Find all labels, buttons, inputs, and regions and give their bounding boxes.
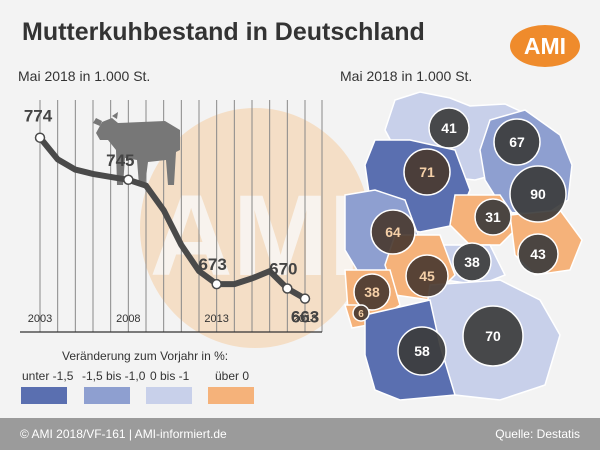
data-point-2003 [34, 132, 46, 143]
map-subtitle: Mai 2018 in 1.000 St. [340, 68, 473, 84]
map-bubble-label: 38 [364, 284, 380, 300]
legend-label-3: 0 bis -1 [150, 369, 190, 383]
map-bubble-67 [493, 118, 541, 166]
map-bubble-label: 45 [419, 268, 435, 284]
map-bubble-71 [403, 148, 451, 196]
ami-watermark: AMI [140, 108, 370, 348]
map-bubble-label: 70 [485, 328, 501, 344]
data-label-2008: 745 [106, 151, 134, 170]
cow-icon [93, 112, 180, 185]
legend-label-4: über 0 [215, 369, 250, 383]
map-bubble-label: 71 [419, 164, 435, 180]
legend-swatch-2 [84, 387, 130, 404]
map-bubble-label: 67 [509, 134, 525, 150]
map-bubble-label: 6 [358, 309, 364, 320]
series-line [37, 134, 308, 302]
map-bubble-label: 64 [385, 224, 401, 240]
data-label-2017: 670 [269, 260, 297, 279]
map-bubble-31 [474, 198, 512, 236]
map-bubble-label: 43 [530, 246, 546, 262]
data-label-2003: 774 [24, 107, 53, 126]
map-bubble-58 [397, 326, 447, 376]
map-bubble-41 [428, 107, 470, 149]
legend-label-2: -1,5 bis -1,0 [82, 369, 146, 383]
map-bubble-label: 58 [414, 343, 430, 359]
data-label-2018: 663 [291, 308, 319, 327]
map-bubble-90 [509, 165, 567, 223]
chart-title: Mutterkuhbestand in Deutschland [22, 18, 425, 46]
x-tick-label: 2013 [204, 313, 228, 325]
legend-swatch-4 [208, 387, 254, 404]
map-bubble-label: 38 [464, 254, 480, 270]
x-tick-label: 2018 [293, 313, 317, 325]
legend-title: Veränderung zum Vorjahr in %: [62, 349, 229, 363]
footer-source: Quelle: Destatis [495, 427, 580, 441]
data-point-2018 [299, 293, 311, 304]
x-tick-label: 2003 [28, 313, 52, 325]
data-point-2013 [211, 278, 222, 290]
legend-swatch-3 [146, 387, 192, 404]
map-bubble-38 [353, 273, 391, 311]
data-label-2013: 673 [198, 255, 226, 274]
map-bubble-38 [452, 242, 492, 282]
data-point-2017 [282, 283, 293, 294]
legend-label-1: unter -1,5 [22, 369, 74, 383]
map-bubble-label: 90 [530, 186, 546, 202]
line-chart-subtitle: Mai 2018 in 1.000 St. [18, 68, 151, 84]
map-bubble-43 [517, 233, 559, 275]
ami-logo: AMI [510, 25, 580, 67]
map-bubble-6 [352, 304, 370, 322]
map-bubble-64 [370, 209, 416, 255]
footer: © AMI 2018/VF-161 | AMI-informiert.de Qu… [0, 418, 600, 450]
map-bubble-label: 41 [441, 120, 457, 136]
line-series: 774 745 673 670 663 [24, 107, 319, 327]
map-bubble-70 [462, 305, 524, 367]
footer-copyright: © AMI 2018/VF-161 | AMI-informiert.de [20, 427, 227, 441]
map-bubble-label: 31 [485, 209, 501, 225]
x-axis-ticks: 2003 2008 2013 2018 [28, 313, 317, 325]
data-point-2008 [123, 174, 134, 185]
legend-swatch-1 [21, 387, 67, 404]
x-tick-label: 2008 [116, 313, 140, 325]
map-bubble-45 [405, 254, 449, 298]
